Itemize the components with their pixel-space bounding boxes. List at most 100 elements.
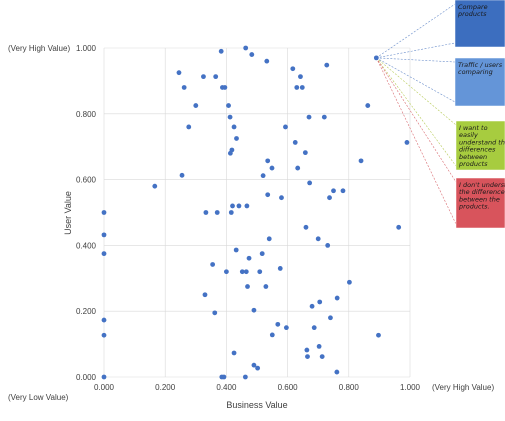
data-point xyxy=(249,52,255,57)
data-point xyxy=(331,188,336,194)
y-axis-title: User Value xyxy=(63,191,73,235)
data-point xyxy=(265,158,271,164)
data-point xyxy=(340,188,346,194)
data-point xyxy=(306,114,312,120)
data-point xyxy=(334,369,340,375)
data-point xyxy=(290,66,296,72)
data-point xyxy=(229,147,235,153)
tick-labels: 0.000 0.200 0.400 0.600 0.800 1.000 0.000 0.200… xyxy=(76,44,421,392)
data-point xyxy=(243,269,249,275)
data-point xyxy=(373,55,379,61)
data-point xyxy=(347,279,352,285)
data-point xyxy=(179,172,185,178)
data-point xyxy=(210,262,216,267)
y-tick-label: 0.400 xyxy=(76,241,97,250)
data-point xyxy=(265,192,271,198)
data-point xyxy=(298,74,303,80)
leader-line xyxy=(376,3,456,59)
data-point xyxy=(277,266,283,271)
data-point xyxy=(358,158,364,164)
sticky-note-text: Compare products xyxy=(457,3,488,18)
data-point xyxy=(311,325,317,331)
data-point xyxy=(263,284,269,289)
leader-line xyxy=(376,57,457,167)
data-point xyxy=(224,269,229,275)
data-point xyxy=(246,255,252,261)
data-point xyxy=(186,124,192,130)
data-point xyxy=(309,303,315,309)
data-point xyxy=(257,269,263,275)
sticky-note xyxy=(455,120,505,171)
data-point xyxy=(321,114,327,120)
data-point xyxy=(365,103,371,108)
data-point xyxy=(307,180,313,186)
data-point xyxy=(295,165,301,171)
leader-line xyxy=(376,57,456,63)
leader-line xyxy=(376,57,456,103)
y-tick-label: 1.000 xyxy=(76,44,97,53)
data-point xyxy=(230,203,235,209)
data-point xyxy=(101,332,107,338)
data-point xyxy=(269,165,275,171)
leader-line xyxy=(376,42,456,59)
leader-line xyxy=(376,57,457,126)
x-tick-label: 0.000 xyxy=(94,383,115,392)
x-tick-label: 0.200 xyxy=(155,383,176,392)
data-point xyxy=(176,70,182,76)
data-point xyxy=(239,269,245,275)
sticky-note-text: I want to easily understand the differences… xyxy=(458,124,505,168)
data-point xyxy=(316,344,322,349)
corner-label-bottom-right: (Very High Value) xyxy=(432,383,494,392)
sticky-note xyxy=(455,177,505,229)
data-point xyxy=(251,362,257,368)
x-tick-label: 0.800 xyxy=(339,383,360,392)
points-layer xyxy=(101,45,410,380)
data-point xyxy=(334,295,340,301)
data-point xyxy=(181,85,187,90)
data-point xyxy=(305,354,310,360)
leader-line xyxy=(376,57,457,225)
data-point xyxy=(292,140,298,145)
data-point xyxy=(376,332,381,338)
data-point xyxy=(101,251,107,257)
y-tick-label: 0.000 xyxy=(76,373,97,382)
data-point xyxy=(319,354,325,360)
x-tick-label: 0.400 xyxy=(216,383,237,392)
data-point xyxy=(193,103,199,108)
data-point xyxy=(236,203,242,209)
data-point xyxy=(294,85,300,90)
data-point xyxy=(213,74,219,80)
data-point xyxy=(242,374,248,380)
leader-lines xyxy=(376,3,457,225)
data-point xyxy=(203,210,209,215)
data-point xyxy=(283,124,288,130)
data-point xyxy=(233,247,239,253)
corner-label-top-left: (Very High Value) xyxy=(8,44,70,53)
data-point xyxy=(231,124,237,130)
data-point xyxy=(251,307,257,313)
data-point xyxy=(101,210,107,215)
x-tick-label: 1.000 xyxy=(400,383,421,392)
sticky-note xyxy=(454,57,505,107)
data-point xyxy=(325,243,331,248)
data-point xyxy=(315,236,321,242)
data-point xyxy=(299,85,305,90)
y-tick-label: 0.200 xyxy=(76,307,97,316)
data-point xyxy=(327,195,332,201)
data-point xyxy=(101,317,107,323)
data-point xyxy=(228,210,234,215)
data-point xyxy=(266,236,272,242)
data-point xyxy=(226,103,231,108)
data-point xyxy=(243,45,249,51)
data-point xyxy=(302,150,308,156)
corner-label-bottom-left: (Very Low Value) xyxy=(8,393,69,402)
data-point xyxy=(269,332,275,338)
y-tick-label: 0.600 xyxy=(76,176,97,185)
data-point xyxy=(260,173,266,179)
data-point xyxy=(396,224,402,230)
data-point xyxy=(101,374,107,380)
data-point xyxy=(275,321,281,327)
